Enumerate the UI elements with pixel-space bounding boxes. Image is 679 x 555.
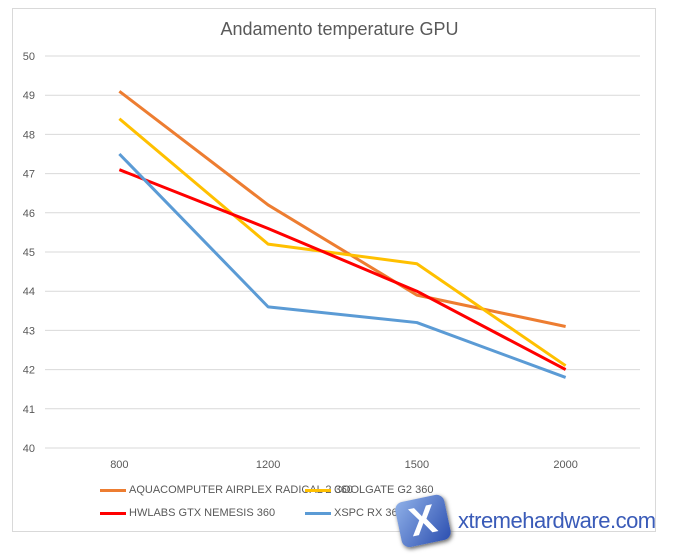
y-tick-label: 42 [23,365,35,377]
legend-item-aquacomputer: AQUACOMPUTER AIRPLEX RADICAL 2 360 [100,484,353,496]
legend-label: HWLABS GTX NEMESIS 360 [129,507,276,519]
legend-label: AQUACOMPUTER AIRPLEX RADICAL 2 360 [129,484,353,496]
y-tick-label: 40 [23,443,35,455]
watermark-text: xtremehardware.com [458,508,656,533]
y-tick-label: 49 [23,90,35,102]
legend-swatch [100,488,126,492]
legend-swatch [100,511,126,515]
chart-frame [12,8,656,532]
y-tick-label: 44 [23,286,35,298]
y-tick-label: 45 [23,247,35,259]
x-tick-label: 800 [110,459,128,471]
legend-swatch [305,488,331,492]
series-line [118,168,567,371]
legend-item-hwlabs: HWLABS GTX NEMESIS 360 [100,507,275,519]
y-tick-label: 43 [23,325,35,337]
x-tick-label: 2000 [553,459,577,471]
series-line [118,90,566,328]
x-logo-icon: X [393,493,453,549]
legend-swatch [305,511,331,515]
watermark-logo: X xtremehardware.com [393,493,656,549]
y-tick-label: 46 [23,208,35,220]
legend-item-xspc: XSPC RX 360 [305,507,404,519]
y-tick-label: 47 [23,169,35,181]
y-tick-label: 50 [23,51,35,63]
y-tick-label: 48 [23,129,35,141]
legend-label: XSPC RX 360 [334,507,404,519]
chart-title: Andamento temperature GPU [220,19,459,39]
legend-label: COOLGATE G2 360 [334,484,434,496]
x-tick-label: 1500 [405,459,429,471]
series-line [118,152,567,379]
series-line [118,117,567,367]
y-tick-label: 41 [23,404,35,416]
x-tick-label: 1200 [256,459,280,471]
legend-item-coolgate: COOLGATE G2 360 [305,484,433,496]
